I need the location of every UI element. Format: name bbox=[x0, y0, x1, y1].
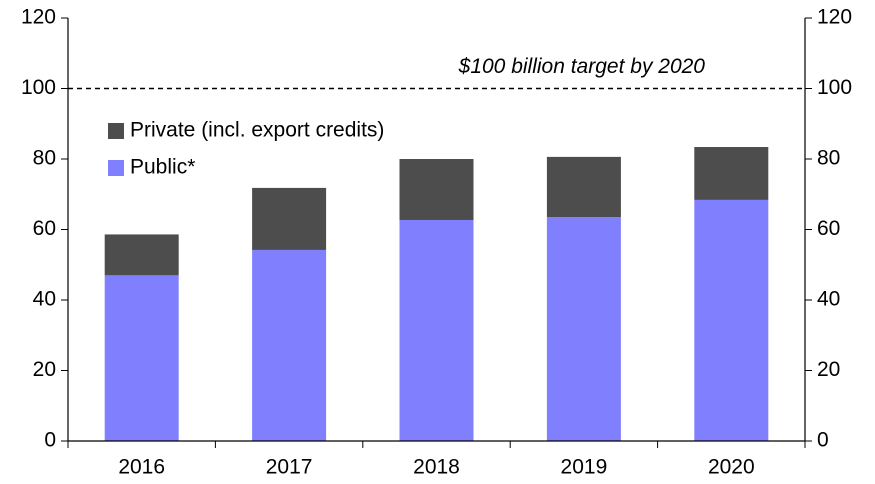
y-tick-label: 100 bbox=[21, 76, 56, 99]
y-tick-label: 80 bbox=[33, 147, 56, 170]
x-tick-label: 2017 bbox=[266, 456, 313, 479]
y-tick-label: 40 bbox=[33, 288, 56, 311]
bar-segment bbox=[104, 275, 179, 441]
y-tick-label: 60 bbox=[33, 217, 56, 240]
legend-label: Private (incl. export credits) bbox=[130, 119, 384, 142]
reference-label: $100 billion target by 2020 bbox=[458, 55, 706, 78]
bar-segment bbox=[252, 249, 327, 441]
y2-tick-label: 80 bbox=[817, 147, 840, 170]
y2-tick-label: 40 bbox=[817, 288, 840, 311]
bar-segment bbox=[546, 217, 621, 441]
y2-tick-label: 120 bbox=[817, 6, 852, 29]
bar-segment bbox=[546, 156, 621, 218]
bar-segment bbox=[104, 234, 179, 276]
x-tick-label: 2019 bbox=[561, 456, 608, 479]
y2-tick-label: 100 bbox=[817, 76, 852, 99]
x-tick-label: 2016 bbox=[118, 456, 165, 479]
y-tick-label: 20 bbox=[33, 358, 56, 381]
bar-segment bbox=[399, 159, 474, 220]
legend-label: Public* bbox=[130, 156, 195, 179]
y-tick-label: 0 bbox=[44, 429, 56, 452]
legend-swatch bbox=[108, 160, 124, 176]
bar-segment bbox=[252, 187, 327, 250]
legend-swatch bbox=[108, 123, 124, 139]
x-tick-label: 2020 bbox=[708, 456, 755, 479]
bar-segment bbox=[399, 219, 474, 441]
y2-tick-label: 20 bbox=[817, 358, 840, 381]
y2-tick-label: 0 bbox=[817, 429, 829, 452]
bar-segment bbox=[694, 147, 769, 200]
x-tick-label: 2018 bbox=[413, 456, 460, 479]
y2-tick-label: 60 bbox=[817, 217, 840, 240]
bar-segment bbox=[694, 199, 769, 441]
y-tick-label: 120 bbox=[21, 6, 56, 29]
